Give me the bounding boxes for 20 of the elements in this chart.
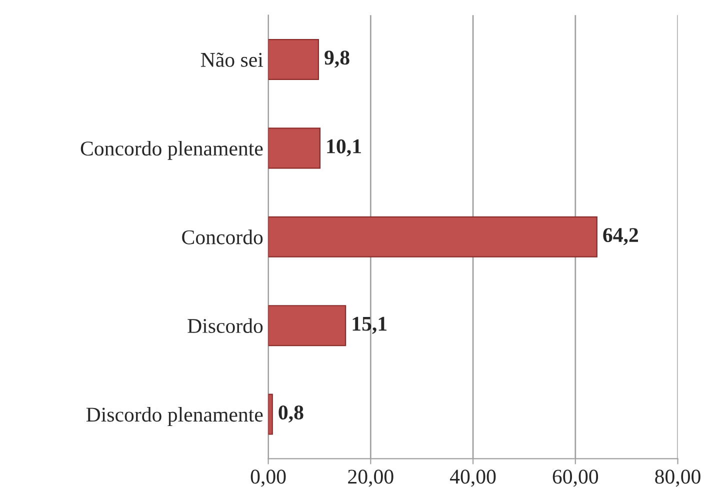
x-tick-label: 60,00 <box>552 470 598 487</box>
y-tick-label: Concordo <box>182 230 263 244</box>
bar <box>268 305 346 346</box>
bar <box>268 216 598 258</box>
y-tick-label: Discordo plenamente <box>86 407 263 426</box>
data-label: 10,1 <box>327 139 361 156</box>
data-label: 15,1 <box>352 316 387 334</box>
data-label: 64,2 <box>603 228 638 246</box>
bar <box>268 128 321 169</box>
x-tick-label: 0,00 <box>250 470 286 487</box>
y-tick-label: Discordo <box>188 318 263 334</box>
bar <box>268 38 319 80</box>
data-label: 9,8 <box>324 50 350 68</box>
y-tick-label: Não sei <box>200 52 264 67</box>
x-tick-label: 40,00 <box>450 470 496 487</box>
bar <box>268 394 273 435</box>
y-tick-label: Concordo plenamente <box>80 140 263 160</box>
x-tick-label: 80,00 <box>655 470 700 487</box>
x-tick-label: 20,00 <box>348 470 394 487</box>
data-label: 0,8 <box>278 405 304 423</box>
